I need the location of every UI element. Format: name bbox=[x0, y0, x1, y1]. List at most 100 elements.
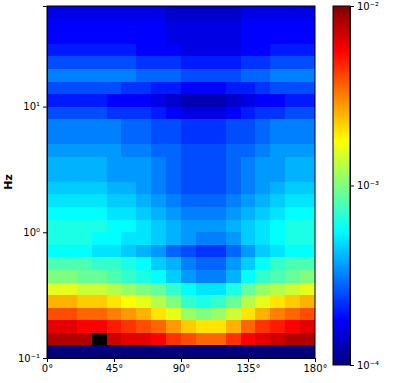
cell bbox=[77, 157, 92, 170]
cell bbox=[255, 194, 270, 207]
cell bbox=[255, 182, 270, 194]
cell bbox=[300, 182, 315, 194]
cell bbox=[166, 69, 181, 82]
cell bbox=[121, 308, 136, 320]
cell bbox=[62, 270, 77, 283]
cell bbox=[62, 19, 77, 32]
cell bbox=[181, 31, 196, 44]
cell bbox=[270, 257, 285, 270]
cell bbox=[285, 19, 300, 32]
cell bbox=[62, 132, 77, 145]
cell bbox=[211, 44, 226, 57]
cell bbox=[92, 56, 107, 68]
cell bbox=[151, 119, 166, 132]
cell bbox=[241, 132, 256, 145]
cell bbox=[92, 295, 107, 308]
cell bbox=[300, 283, 315, 296]
cell bbox=[77, 308, 92, 320]
cell bbox=[151, 207, 166, 219]
cell bbox=[270, 245, 285, 258]
cell bbox=[285, 31, 300, 44]
cell bbox=[92, 333, 107, 345]
cell bbox=[47, 257, 62, 270]
cell bbox=[92, 270, 107, 283]
cell bbox=[107, 44, 122, 57]
cell bbox=[151, 31, 166, 44]
cell bbox=[270, 107, 285, 120]
tick: 10⁻³ bbox=[350, 180, 379, 191]
cell bbox=[62, 6, 77, 19]
cell bbox=[196, 333, 211, 345]
tick-label: 90° bbox=[173, 363, 191, 374]
cell bbox=[211, 107, 226, 120]
cell bbox=[300, 345, 315, 358]
cell bbox=[121, 283, 136, 296]
cell bbox=[92, 245, 107, 258]
cell bbox=[151, 132, 166, 145]
cell bbox=[241, 182, 256, 194]
cell bbox=[300, 6, 315, 19]
cell bbox=[300, 132, 315, 145]
cell bbox=[121, 56, 136, 68]
cell bbox=[92, 6, 107, 19]
cell bbox=[166, 44, 181, 57]
cell bbox=[77, 107, 92, 120]
cell bbox=[121, 257, 136, 270]
cell bbox=[47, 220, 62, 233]
cell bbox=[196, 169, 211, 182]
cell bbox=[136, 144, 151, 157]
tick: 0° bbox=[42, 358, 53, 374]
cell bbox=[107, 169, 122, 182]
tick: 10⁰ bbox=[23, 227, 47, 238]
colorbar bbox=[333, 6, 350, 365]
plot-frame bbox=[47, 6, 315, 358]
cell bbox=[77, 270, 92, 283]
cell bbox=[300, 308, 315, 320]
cell bbox=[92, 144, 107, 157]
cell bbox=[241, 207, 256, 219]
cell bbox=[226, 82, 241, 94]
cell bbox=[77, 44, 92, 57]
cell bbox=[121, 270, 136, 283]
cell bbox=[300, 107, 315, 120]
cell bbox=[77, 295, 92, 308]
cell bbox=[77, 245, 92, 258]
cell bbox=[62, 232, 77, 245]
cell bbox=[300, 94, 315, 107]
cell bbox=[226, 119, 241, 132]
cell bbox=[181, 232, 196, 245]
cell bbox=[270, 82, 285, 94]
tick: 90° bbox=[173, 358, 191, 374]
cell bbox=[270, 333, 285, 345]
cell bbox=[47, 44, 62, 57]
cell bbox=[136, 308, 151, 320]
cell bbox=[196, 31, 211, 44]
cell bbox=[241, 144, 256, 157]
cell bbox=[226, 157, 241, 170]
cell bbox=[62, 194, 77, 207]
cell bbox=[196, 44, 211, 57]
tick-label: 10⁻¹ bbox=[18, 353, 40, 364]
cell bbox=[226, 182, 241, 194]
cell bbox=[211, 283, 226, 296]
cell bbox=[285, 132, 300, 145]
cell bbox=[151, 82, 166, 94]
cell bbox=[300, 194, 315, 207]
cell bbox=[241, 220, 256, 233]
cell bbox=[255, 6, 270, 19]
cell bbox=[77, 232, 92, 245]
tick: 180° bbox=[303, 358, 327, 374]
cell bbox=[211, 232, 226, 245]
cell bbox=[151, 320, 166, 333]
cell bbox=[166, 220, 181, 233]
cell bbox=[285, 94, 300, 107]
cell bbox=[241, 257, 256, 270]
cell bbox=[226, 283, 241, 296]
cell bbox=[77, 283, 92, 296]
cell bbox=[107, 132, 122, 145]
cell bbox=[196, 245, 211, 258]
cell bbox=[151, 56, 166, 68]
cell bbox=[181, 169, 196, 182]
cell bbox=[136, 82, 151, 94]
cell bbox=[166, 232, 181, 245]
